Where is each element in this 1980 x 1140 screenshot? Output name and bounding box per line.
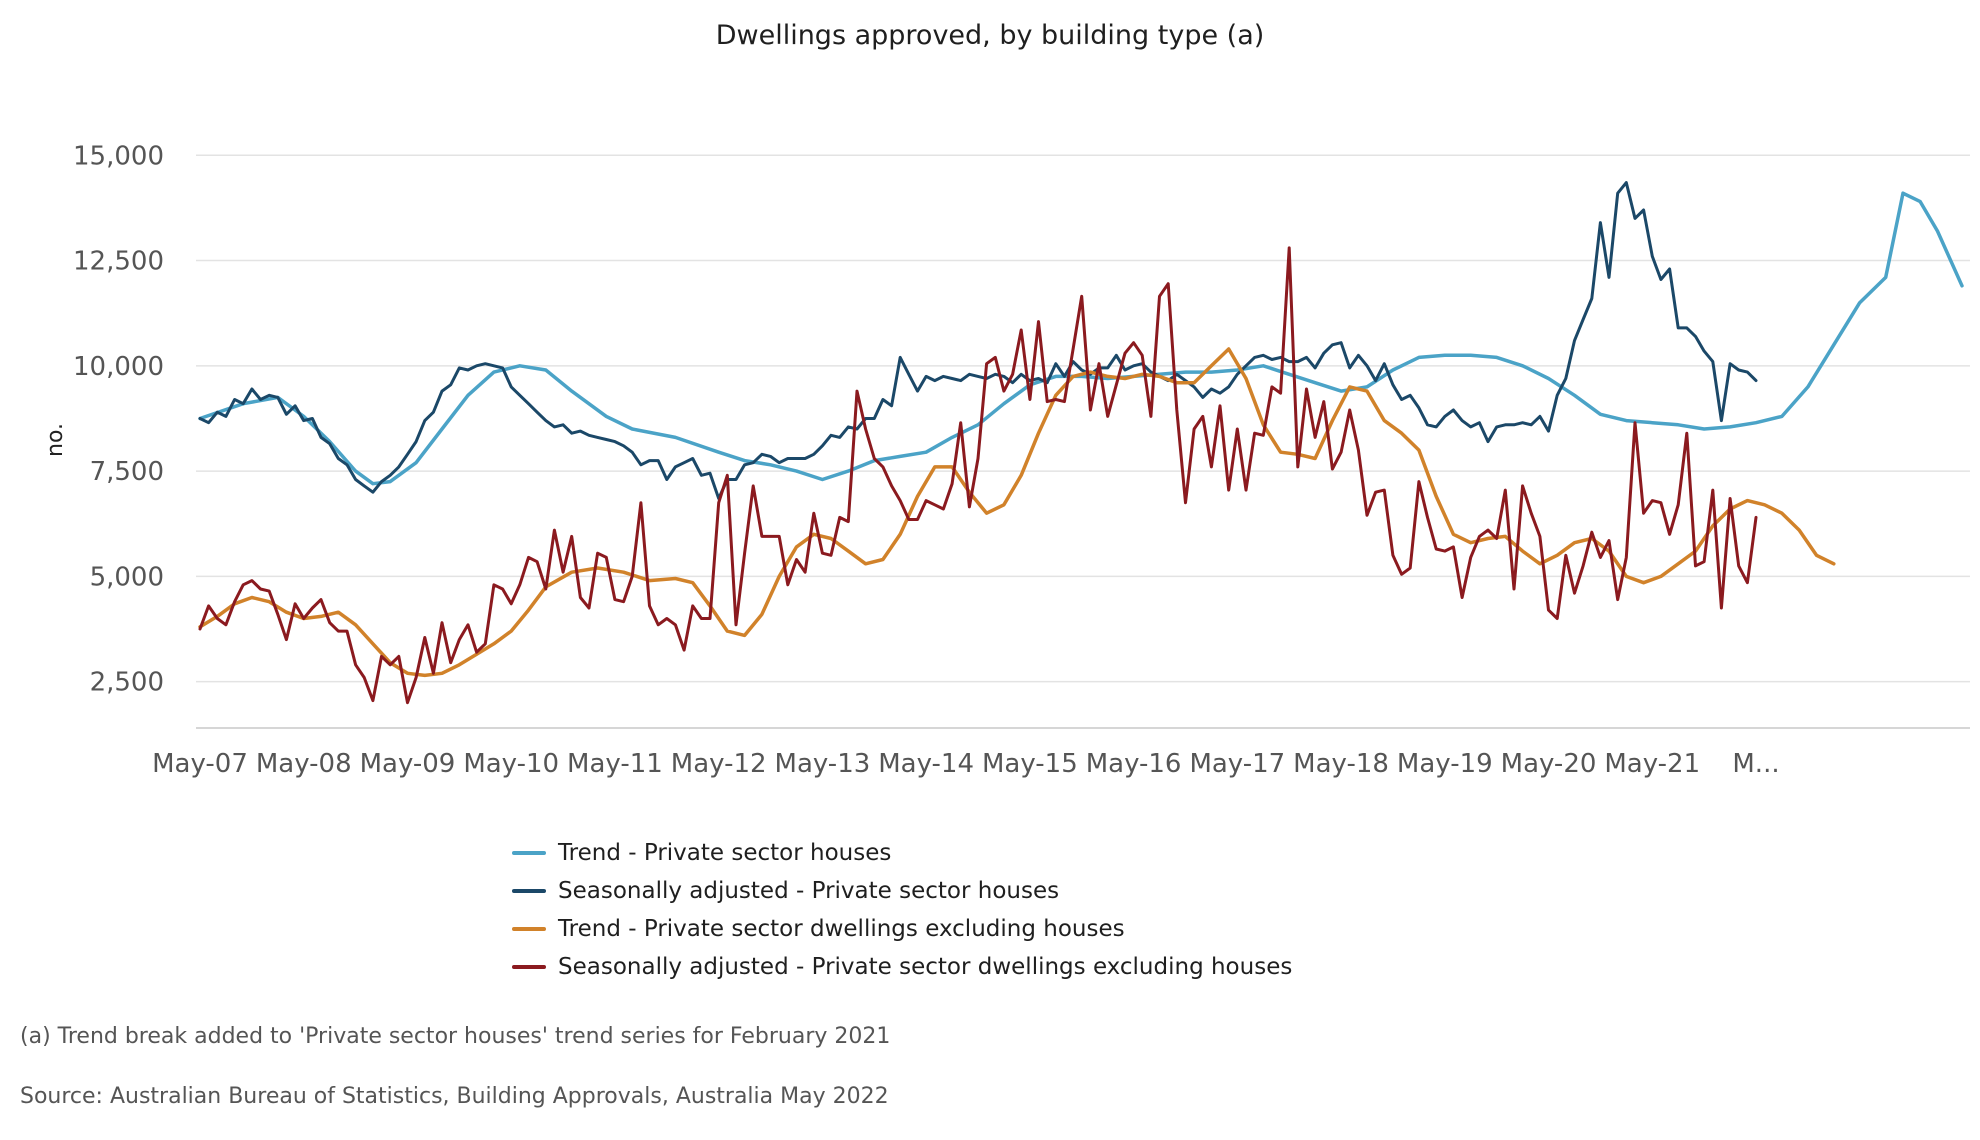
series-line-2 (198, 181, 1758, 500)
y-tick-label: 5,000 (90, 562, 164, 592)
series-lines (198, 181, 1964, 705)
chart-title: Dwellings approved, by building type (a) (715, 20, 1265, 51)
legend-item[interactable]: Trend - Private sector houses (512, 834, 1292, 872)
legend-label: Seasonally adjusted - Private sector dwe… (558, 954, 1293, 980)
y-tick-label: 10,000 (73, 352, 164, 382)
x-tick-label: May-17 (1189, 749, 1285, 779)
x-tick-label: May-07 (152, 749, 248, 779)
x-tick-label: M... (1732, 749, 1779, 779)
legend-label: Trend - Private sector dwellings excludi… (558, 916, 1125, 942)
legend-item[interactable]: Trend - Private sector dwellings excludi… (512, 910, 1292, 948)
y-tick-label: 15,000 (73, 141, 164, 171)
x-tick-label: May-08 (256, 749, 352, 779)
y-axis-title: no. (43, 423, 68, 457)
x-tick-label: May-15 (982, 749, 1078, 779)
x-tick-label: May-16 (1086, 749, 1182, 779)
series-line-3 (198, 347, 1836, 678)
x-tick-label: May-13 (775, 749, 871, 779)
x-tick-label: May-20 (1501, 749, 1597, 779)
y-tick-label: 12,500 (73, 247, 164, 277)
legend-item[interactable]: Seasonally adjusted - Private sector dwe… (512, 948, 1292, 986)
legend-swatch (512, 965, 546, 969)
legend-swatch (512, 851, 546, 855)
legend: Trend - Private sector houses Seasonally … (512, 834, 1292, 986)
x-tick-label: May-11 (567, 749, 663, 779)
axes: 2,500 5,000 7,500 10,000 12,500 15,000 May-07 M… (73, 141, 1970, 779)
footnote-a: (a) Trend break added to 'Private sector… (20, 1024, 891, 1049)
source-note: Source: Australian Bureau of Statistics,… (20, 1084, 889, 1109)
x-tick-label: May-10 (463, 749, 559, 779)
legend-swatch (512, 889, 546, 893)
gridlines (196, 154, 1970, 683)
x-tick-label: May-19 (1397, 749, 1493, 779)
series-line-4 (198, 246, 1758, 705)
y-tick-label: 7,500 (90, 457, 164, 487)
x-tick-label: May-18 (1293, 749, 1389, 779)
legend-label: Trend - Private sector houses (558, 840, 892, 866)
legend-swatch (512, 927, 546, 931)
legend-label: Seasonally adjusted - Private sector hou… (558, 878, 1060, 904)
legend-item[interactable]: Seasonally adjusted - Private sector hou… (512, 872, 1292, 910)
y-tick-label: 2,500 (90, 668, 164, 698)
x-tick-label: May-09 (360, 749, 456, 779)
x-tick-label: May-14 (878, 749, 974, 779)
x-tick-label: May-12 (671, 749, 767, 779)
x-tick-label: May-21 (1604, 749, 1700, 779)
